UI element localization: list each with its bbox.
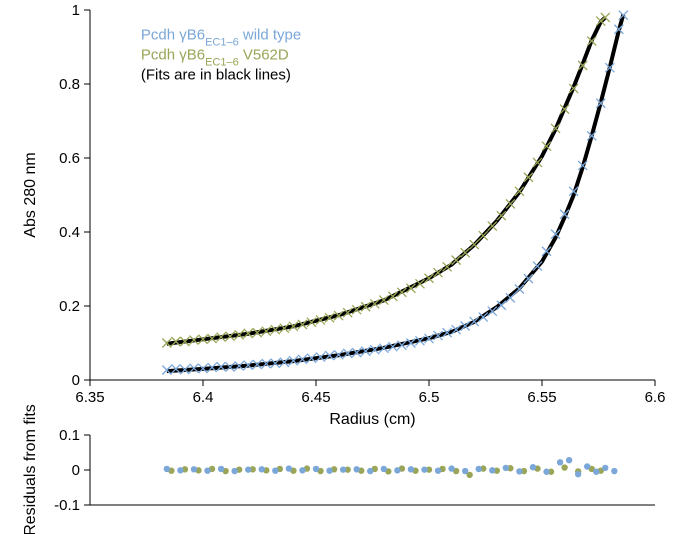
main-plot: 0 0.2 0.4 0.6 0.8 1 6.35 6.4 6.45 6.5 6.55 6.6 Radiu… <box>22 2 665 428</box>
x-tick-label: 6.4 <box>193 389 214 406</box>
res-point <box>448 465 454 471</box>
chart-svg: 0 0.2 0.4 0.6 0.8 1 6.35 6.4 6.45 6.5 6.55 6.6 Radiu… <box>0 0 688 534</box>
res-point <box>516 468 522 474</box>
y-tick-label: 0.4 <box>59 224 80 241</box>
res-point <box>245 466 251 472</box>
x-tick-label: 6.5 <box>419 389 440 406</box>
y-axis-label: Abs 280 nm <box>22 152 39 237</box>
y-tick-label: 1 <box>72 2 80 19</box>
res-point <box>611 468 617 474</box>
res-point <box>489 467 495 473</box>
x-tick-label: 6.35 <box>75 389 104 406</box>
res-point <box>575 471 581 477</box>
x-axis-label: Radius (cm) <box>329 411 415 428</box>
res-point <box>530 464 536 470</box>
res-point <box>557 459 563 465</box>
res-point <box>164 466 170 472</box>
res-point <box>177 467 183 473</box>
res-y-tick-label: 0 <box>72 462 80 479</box>
y-tick-label: 0.2 <box>59 298 80 315</box>
res-point <box>543 469 549 475</box>
res-point <box>272 468 278 474</box>
x-tick-label: 6.55 <box>527 389 556 406</box>
res-point <box>367 468 373 474</box>
res-point <box>353 466 359 472</box>
x-tick-label: 6.6 <box>645 389 666 406</box>
res-point <box>326 468 332 474</box>
res-point <box>394 467 400 473</box>
res-point <box>204 468 210 474</box>
res-point <box>476 466 482 472</box>
res-point <box>299 467 305 473</box>
res-point <box>602 465 608 471</box>
legend-entry: Pcdh γB6EC1–6 wild type <box>141 27 301 49</box>
y-tick-label: 0.6 <box>59 150 80 167</box>
res-point <box>462 468 468 474</box>
res-point <box>340 466 346 472</box>
legend-entry: (Fits are in black lines) <box>141 67 291 84</box>
res-point <box>566 457 572 463</box>
y-tick-label: 0 <box>72 372 80 389</box>
res-point <box>191 466 197 472</box>
res-point <box>593 469 599 475</box>
res-point <box>435 468 441 474</box>
res-y-axis-label: Residuals from fits <box>22 404 39 534</box>
res-point <box>561 464 567 470</box>
res-point <box>313 466 319 472</box>
res-point <box>218 466 224 472</box>
legend: Pcdh γB6EC1–6 wild typePcdh γB6EC1–6 V56… <box>141 27 301 84</box>
res-point <box>503 465 509 471</box>
res-point <box>421 466 427 472</box>
res-point <box>231 468 237 474</box>
res-point <box>259 466 265 472</box>
x-tick-label: 6.45 <box>301 389 330 406</box>
res-point <box>286 465 292 471</box>
y-tick-label: 0.8 <box>59 76 80 93</box>
res-point <box>584 463 590 469</box>
chart-container: 0 0.2 0.4 0.6 0.8 1 6.35 6.4 6.45 6.5 6.55 6.6 Radiu… <box>0 0 688 534</box>
legend-entry: Pcdh γB6EC1–6 V562D <box>141 47 289 69</box>
res-y-tick-label: 0.1 <box>59 427 80 444</box>
res-point <box>408 466 414 472</box>
res-point <box>381 466 387 472</box>
res-y-tick-label: -0.1 <box>54 497 80 514</box>
